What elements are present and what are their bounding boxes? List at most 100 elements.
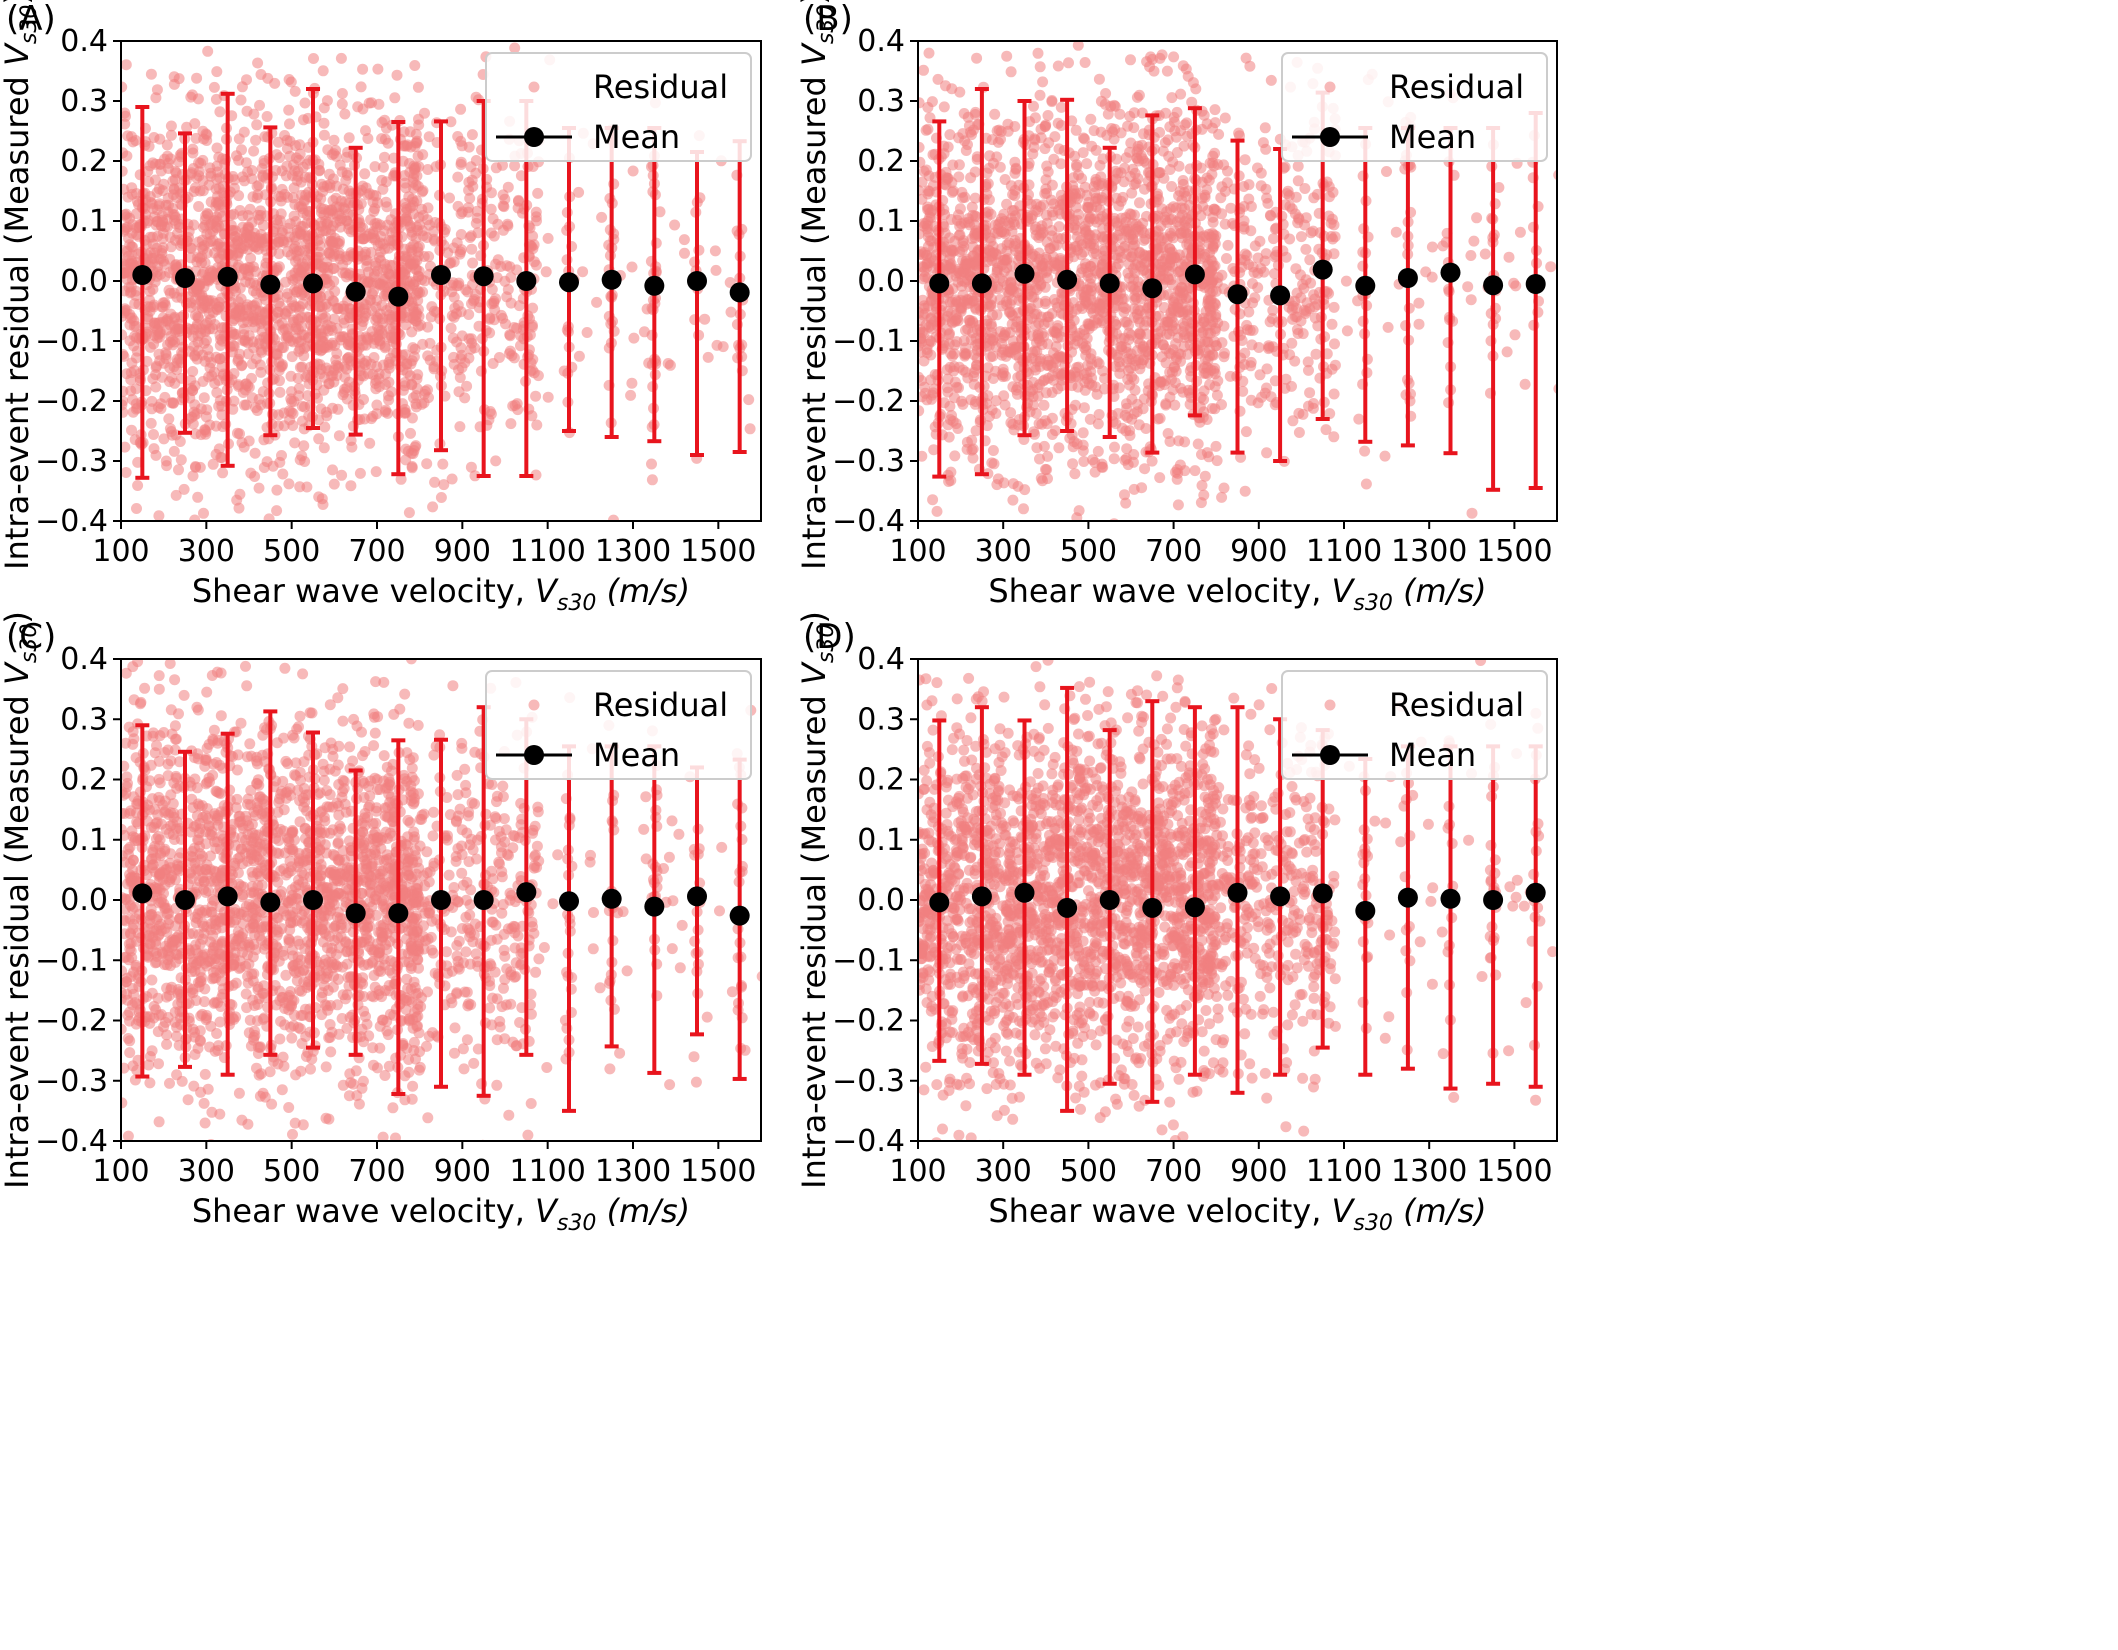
residual-point (422, 164, 434, 175)
residual-point (957, 128, 969, 140)
residual-point (509, 160, 521, 172)
residual-point (428, 233, 440, 245)
residual-point (246, 392, 258, 404)
residual-point (1112, 408, 1124, 419)
residual-point (318, 442, 330, 454)
residual-point (254, 99, 265, 111)
residual-point (192, 251, 204, 263)
residual-point (456, 140, 468, 152)
residual-point (984, 150, 995, 162)
residual-point (1046, 429, 1058, 440)
residual-point (1179, 328, 1191, 340)
residual-point (1107, 126, 1119, 138)
residual-point (358, 394, 369, 405)
residual-point (1162, 134, 1174, 146)
residual-point (1078, 402, 1090, 414)
residual-point (530, 390, 542, 402)
residual-point (362, 133, 374, 144)
residual-point (638, 326, 650, 338)
residual-point (256, 163, 268, 174)
residual-point (283, 478, 295, 490)
residual-point (987, 445, 999, 456)
residual-point (208, 81, 220, 93)
residual-point (1553, 169, 1557, 181)
residual-point (144, 305, 156, 317)
residual-point (1269, 223, 1281, 235)
residual-point (278, 236, 290, 248)
residual-point (1134, 197, 1145, 209)
residual-point (374, 335, 386, 347)
residual-point (367, 196, 379, 208)
residual-point (279, 188, 291, 200)
residual-point (918, 371, 924, 383)
residual-point (485, 227, 497, 239)
residual-point (370, 466, 382, 478)
x-tick-label: 300 (178, 534, 235, 569)
residual-point (168, 445, 180, 457)
residual-point (315, 266, 327, 278)
residual-point (354, 467, 366, 479)
mean-point (217, 266, 238, 287)
residual-point (241, 105, 253, 117)
residual-point (208, 215, 220, 227)
residual-point (1205, 364, 1217, 376)
residual-point (923, 47, 935, 59)
mean-point (729, 282, 750, 303)
residual-point (1153, 231, 1165, 243)
residual-point (946, 83, 958, 95)
residual-point (413, 310, 425, 322)
residual-point (202, 237, 214, 249)
residual-point (202, 344, 214, 355)
residual-point (391, 69, 403, 81)
residual-point (340, 196, 352, 208)
residual-point (922, 123, 934, 135)
residual-point (1005, 180, 1017, 192)
residual-point (1233, 127, 1245, 139)
residual-point (1038, 399, 1050, 411)
residual-point (343, 219, 355, 230)
residual-point (1245, 201, 1257, 212)
residual-point (337, 267, 349, 279)
mean-point (473, 266, 494, 287)
residual-point (377, 313, 389, 325)
residual-point (245, 520, 250, 521)
residual-point (281, 160, 293, 172)
residual-point (325, 339, 337, 351)
residual-point (938, 397, 950, 409)
residual-point (296, 450, 308, 462)
residual-point (1299, 183, 1311, 194)
residual-point (983, 194, 995, 206)
residual-point (406, 326, 418, 338)
residual-point (382, 281, 394, 293)
residual-point (970, 211, 982, 223)
residual-point (388, 170, 399, 182)
residual-point (270, 165, 282, 176)
residual-point (254, 359, 266, 371)
residual-point (702, 351, 714, 363)
residual-point (397, 384, 409, 396)
residual-point (395, 473, 407, 485)
residual-point (669, 219, 681, 231)
residual-point (1465, 294, 1477, 306)
residual-point (1328, 388, 1340, 400)
x-axis-label-prefix: Shear wave velocity, (192, 572, 535, 610)
residual-point (1160, 398, 1172, 410)
residual-point (173, 464, 184, 476)
residual-point (364, 228, 376, 240)
residual-point (1053, 442, 1065, 454)
mean-point (303, 273, 323, 294)
residual-point (1243, 179, 1255, 191)
residual-point (333, 430, 345, 442)
residual-point (1255, 180, 1267, 192)
residual-point (315, 216, 327, 228)
residual-point (1092, 418, 1104, 430)
residual-point (1118, 176, 1130, 188)
residual-point (165, 153, 176, 165)
residual-point (298, 350, 310, 362)
residual-point (147, 283, 159, 295)
residual-point (1006, 318, 1018, 330)
residual-point (1254, 369, 1266, 381)
residual-point (1052, 383, 1064, 395)
